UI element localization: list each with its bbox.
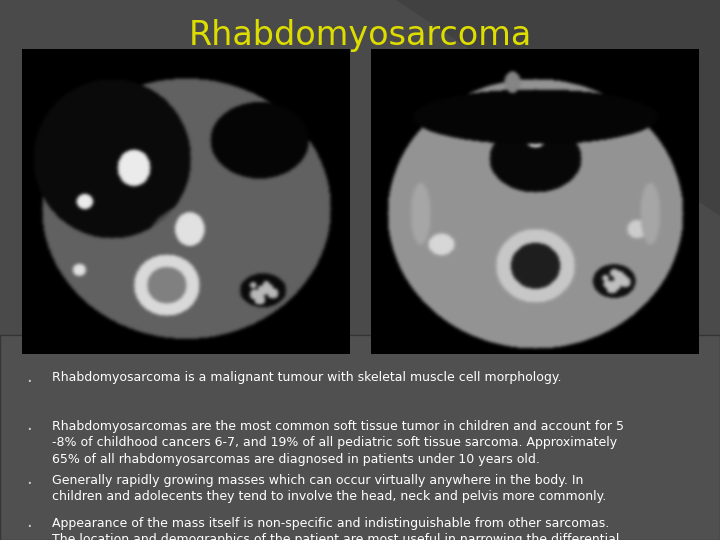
FancyBboxPatch shape <box>0 335 720 540</box>
Text: Generally rapidly growing masses which can occur virtually anywhere in the body.: Generally rapidly growing masses which c… <box>52 474 606 503</box>
Text: Appearance of the mass itself is non-specific and indistinguishable from other s: Appearance of the mass itself is non-spe… <box>52 517 619 540</box>
Polygon shape <box>396 0 720 216</box>
Text: ·: · <box>26 421 32 439</box>
Text: ·: · <box>26 475 32 493</box>
Text: Rhabdomyosarcomas are the most common soft tissue tumor in children and account : Rhabdomyosarcomas are the most common so… <box>52 420 624 465</box>
Text: Rhabdomyosarcoma is a malignant tumour with skeletal muscle cell morphology.: Rhabdomyosarcoma is a malignant tumour w… <box>52 371 562 384</box>
Text: Rhabdomyosarcoma: Rhabdomyosarcoma <box>189 19 531 52</box>
Text: ·: · <box>26 373 32 390</box>
Text: ·: · <box>26 518 32 536</box>
